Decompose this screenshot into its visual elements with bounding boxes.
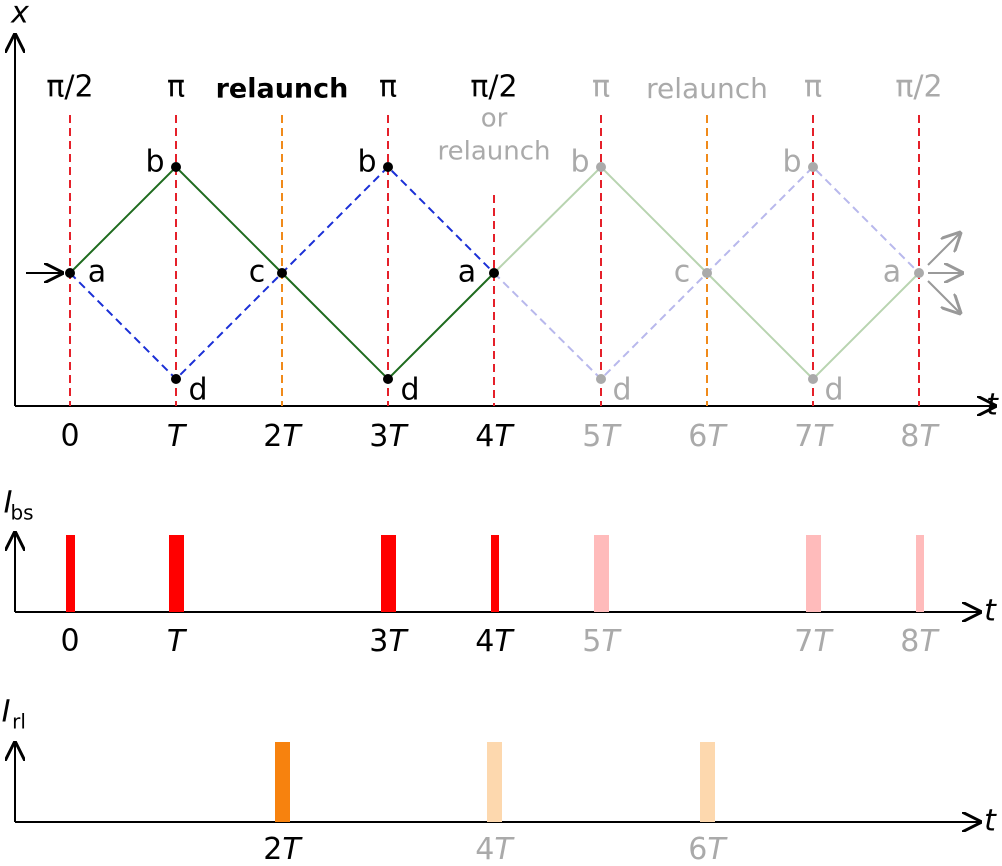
- tick-label: 3T: [369, 419, 409, 454]
- pulse-label: relaunch: [216, 74, 349, 105]
- axis-label: t: [984, 594, 997, 629]
- tick-label: 3T: [369, 624, 409, 659]
- axis-label-sub: rl: [12, 710, 26, 734]
- point-label: d: [824, 373, 843, 408]
- tick-label: 0: [60, 419, 79, 454]
- tick-label: 6T: [688, 419, 728, 454]
- tick-label: 0: [60, 624, 79, 659]
- tick-label: 6T: [688, 832, 728, 866]
- pulse-label: relaunch: [646, 72, 768, 105]
- axis-label: x: [10, 0, 29, 31]
- tick-label: 5T: [582, 624, 622, 659]
- pulse-label: π/2: [46, 70, 93, 105]
- tick-label: 5T: [582, 419, 622, 454]
- pulse-lines: [69, 115, 920, 406]
- pulse-note: relaunch: [437, 137, 550, 167]
- pulses: [275, 742, 715, 822]
- point-label: b: [357, 145, 376, 180]
- output-arrows: [927, 233, 962, 313]
- pulses: [66, 535, 924, 612]
- point-label: b: [570, 145, 589, 180]
- point-label: b: [145, 145, 164, 180]
- point-label: d: [400, 373, 419, 408]
- tick-label: T: [167, 419, 188, 454]
- bs-panel: I bs t 0 T 3T 4T 5T 7T 8T: [4, 486, 998, 659]
- tick-label: 2T: [263, 419, 303, 454]
- pulse-label: π: [804, 70, 822, 105]
- point-label: a: [883, 255, 901, 290]
- pulse-label: π: [592, 70, 610, 105]
- points: [65, 162, 924, 384]
- tick-label: T: [167, 624, 188, 659]
- pulse-note: or: [481, 104, 508, 134]
- point-label: a: [458, 255, 476, 290]
- point-label: c: [249, 255, 266, 290]
- tick-label: 4T: [475, 624, 515, 659]
- tick-label: 7T: [794, 419, 834, 454]
- axis-label: I: [2, 695, 11, 730]
- axis-label-sub: bs: [10, 501, 33, 525]
- pulse-label: π: [379, 70, 397, 105]
- tick-label: 8T: [900, 624, 940, 659]
- pulse-label: π/2: [895, 70, 942, 105]
- point-label: a: [88, 255, 106, 290]
- point-label: b: [782, 145, 801, 180]
- rl-panel: I rl t 2T 4T 6T: [2, 695, 998, 866]
- tick-label: 7T: [794, 624, 834, 659]
- top-panel: x t π/2 π relaunch π π/2 or relaunch π r…: [10, 0, 999, 454]
- pulse-label: π/2: [470, 70, 517, 105]
- tick-label: 4T: [475, 419, 515, 454]
- pulse-label: π: [167, 70, 185, 105]
- point-label: d: [612, 373, 631, 408]
- axis-label: I: [4, 486, 13, 521]
- tick-label: 4T: [475, 832, 515, 866]
- point-label: c: [674, 255, 691, 290]
- axis-label: t: [986, 388, 999, 423]
- axis-label: t: [984, 804, 997, 839]
- tick-label: 8T: [900, 419, 940, 454]
- point-label: d: [188, 373, 207, 408]
- tick-label: 2T: [263, 832, 303, 866]
